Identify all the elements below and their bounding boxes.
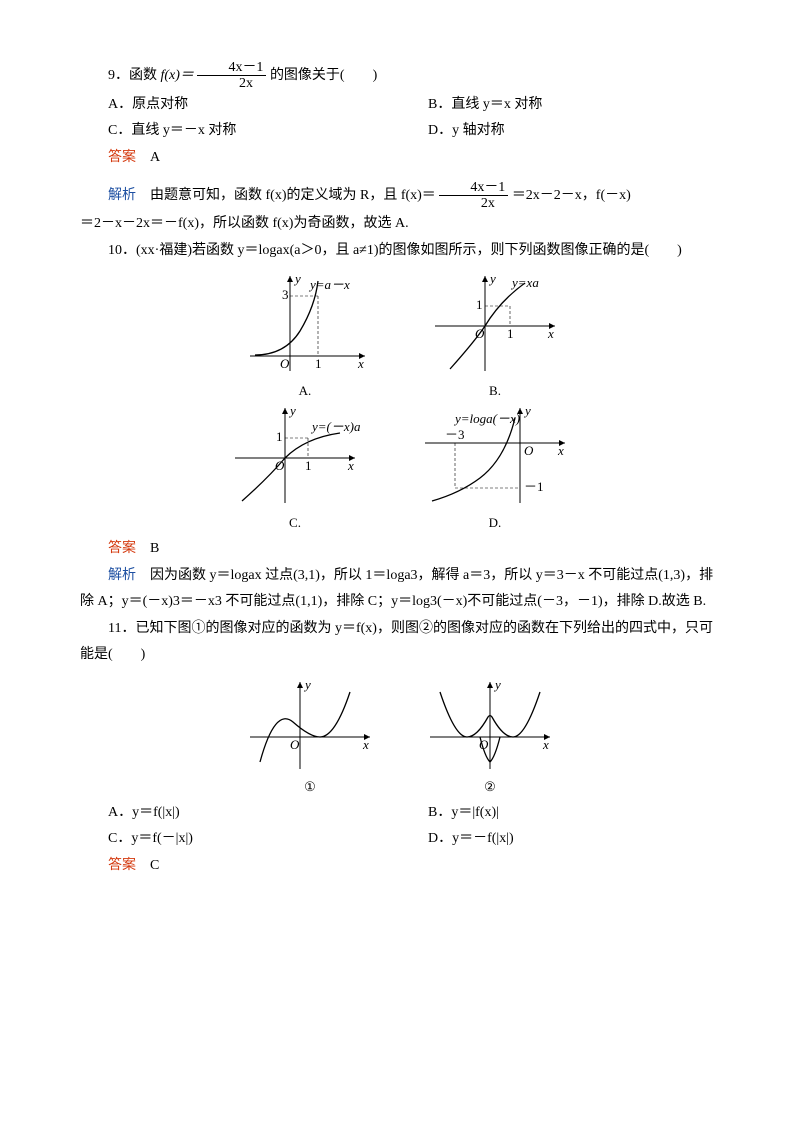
q9-stem: 9．函数 f(x)＝ 4x－1 2x 的图像关于( ) <box>80 60 720 92</box>
q10-stem: 10．(xx·福建)若函数 y＝logax(a＞0，且 a≠1)的图像如图所示，… <box>80 238 720 265</box>
fig-d-xval: －3 <box>445 427 465 442</box>
axis-o-b: O <box>475 326 485 341</box>
fig-b-yval: 1 <box>476 297 483 312</box>
q11-opts-row2: C．y＝f(－|x|) D．y＝－f(|x|) <box>80 826 720 853</box>
fig-c-label: C. <box>230 511 360 536</box>
q9-ana-2: ＝2x－2－x，f(－x) <box>512 188 631 203</box>
axis-x-b: x <box>547 326 554 341</box>
q10-fig-c: 1 1 O x y y=(－x)a C. <box>230 403 360 536</box>
q9-answer: A <box>150 150 160 165</box>
q10-answer: B <box>150 541 159 556</box>
fig-b-label: B. <box>430 379 560 404</box>
q11-stem: 11．已知下图①的图像对应的函数为 y＝f(x)，则图②的图像对应的函数在下列给… <box>80 616 720 669</box>
q10-answer-line: 答案 B <box>80 536 720 563</box>
q9-answer-line: 答案 A <box>80 145 720 172</box>
q9-ana-frac-den: 2x <box>439 196 508 211</box>
q9-opt-c: C．直线 y＝－x 对称 <box>80 118 400 145</box>
q10-figs-row1: 3 1 O x y y=a－x A. 1 1 O x <box>80 271 720 404</box>
q9-opt-a: A．原点对称 <box>80 92 400 119</box>
analysis-label: 解析 <box>108 188 136 203</box>
axis-y-c: y <box>288 403 296 418</box>
q10-figs-row2: 1 1 O x y y=(－x)a C. －3 －1 O x <box>80 403 720 536</box>
q9-opts-row1: A．原点对称 B．直线 y＝x 对称 <box>80 92 720 119</box>
q11: 11．已知下图①的图像对应的函数为 y＝f(x)，则图②的图像对应的函数在下列给… <box>80 616 720 880</box>
fig-b-xval: 1 <box>507 326 514 341</box>
q9-ana-1: 由题意可知，函数 f(x)的定义域为 R，且 f(x)＝ <box>150 188 436 203</box>
analysis-label-10: 解析 <box>108 568 136 583</box>
axis-o-11b: O <box>479 737 489 752</box>
q9-analysis: 解析 由题意可知，函数 f(x)的定义域为 R，且 f(x)＝ 4x－1 2x … <box>80 180 720 212</box>
fig-d-fn: y=loga(－x) <box>453 411 520 426</box>
fig-a-yval: 3 <box>282 287 289 302</box>
q9-opt-d: D．y 轴对称 <box>400 118 720 145</box>
fig-2-label: ② <box>425 775 555 800</box>
q9-ana-frac: 4x－1 2x <box>439 180 508 212</box>
q10-analysis: 因为函数 y＝logax 过点(3,1)，所以 1＝loga3，解得 a＝3，所… <box>80 568 713 610</box>
axis-o-11a: O <box>290 737 300 752</box>
q10: 10．(xx·福建)若函数 y＝logax(a＞0，且 a≠1)的图像如图所示，… <box>80 238 720 616</box>
q11-opt-c: C．y＝f(－|x|) <box>80 826 400 853</box>
q9-stem-a: 9．函数 <box>108 68 161 83</box>
axis-y: y <box>293 271 301 286</box>
axis-y-b: y <box>488 271 496 286</box>
answer-label-10: 答案 <box>108 541 136 556</box>
q9-fraction: 4x－1 2x <box>197 60 266 92</box>
axis-x-11b: x <box>542 737 549 752</box>
q10-fig-b: 1 1 O x y y=xa B. <box>430 271 560 404</box>
q11-figs: O x y ① O x y ② <box>80 677 720 800</box>
q9-frac-den: 2x <box>197 76 266 91</box>
fig-a-label: A. <box>240 379 370 404</box>
q9-opt-b: B．直线 y＝x 对称 <box>400 92 720 119</box>
fig-d-label: D. <box>420 511 570 536</box>
answer-label: 答案 <box>108 150 136 165</box>
q11-answer-line: 答案 C <box>80 853 720 880</box>
axis-y-11a: y <box>303 677 311 692</box>
axis-o-d: O <box>524 443 534 458</box>
q11-fig-2: O x y ② <box>425 677 555 800</box>
answer-label-11: 答案 <box>108 858 136 873</box>
q11-opts-row1: A．y＝f(|x|) B．y＝|f(x)| <box>80 800 720 827</box>
axis-x-c: x <box>347 458 354 473</box>
fig-a-fn: y=a－x <box>308 277 350 292</box>
q9-frac-num: 4x－1 <box>197 60 266 76</box>
q11-opt-d: D．y＝－f(|x|) <box>400 826 720 853</box>
q9-stem-c: 的图像关于( ) <box>270 68 377 83</box>
q11-opt-b: B．y＝|f(x)| <box>400 800 720 827</box>
q9-opts-row2: C．直线 y＝－x 对称 D．y 轴对称 <box>80 118 720 145</box>
q11-opt-a: A．y＝f(|x|) <box>80 800 400 827</box>
axis-y-11b: y <box>493 677 501 692</box>
axis-x-11a: x <box>362 737 369 752</box>
q9-ana-3: ＝2－x－2x＝－f(x)，所以函数 f(x)为奇函数，故选 A. <box>80 211 720 238</box>
q10-fig-d: －3 －1 O x y y=loga(－x) D. <box>420 403 570 536</box>
q9-stem-b: f(x)＝ <box>161 68 194 83</box>
q11-answer: C <box>150 858 159 873</box>
axis-x-d: x <box>557 443 564 458</box>
fig-d-yval: －1 <box>524 479 544 494</box>
fig-c-yval: 1 <box>276 429 283 444</box>
fig-1-label: ① <box>245 775 375 800</box>
q11-fig-1: O x y ① <box>245 677 375 800</box>
fig-c-fn: y=(－x)a <box>310 419 360 434</box>
fig-b-fn: y=xa <box>510 275 539 290</box>
axis-y-d: y <box>523 403 531 418</box>
fig-c-xval: 1 <box>305 458 312 473</box>
q10-fig-a: 3 1 O x y y=a－x A. <box>240 271 370 404</box>
axis-o: O <box>280 356 290 371</box>
axis-x: x <box>357 356 364 371</box>
axis-o-c: O <box>275 458 285 473</box>
q9: 9．函数 f(x)＝ 4x－1 2x 的图像关于( ) A．原点对称 B．直线 … <box>80 60 720 238</box>
fig-a-xval: 1 <box>315 356 322 371</box>
q9-ana-frac-num: 4x－1 <box>439 180 508 196</box>
q10-analysis-line: 解析 因为函数 y＝logax 过点(3,1)，所以 1＝loga3，解得 a＝… <box>80 563 720 616</box>
